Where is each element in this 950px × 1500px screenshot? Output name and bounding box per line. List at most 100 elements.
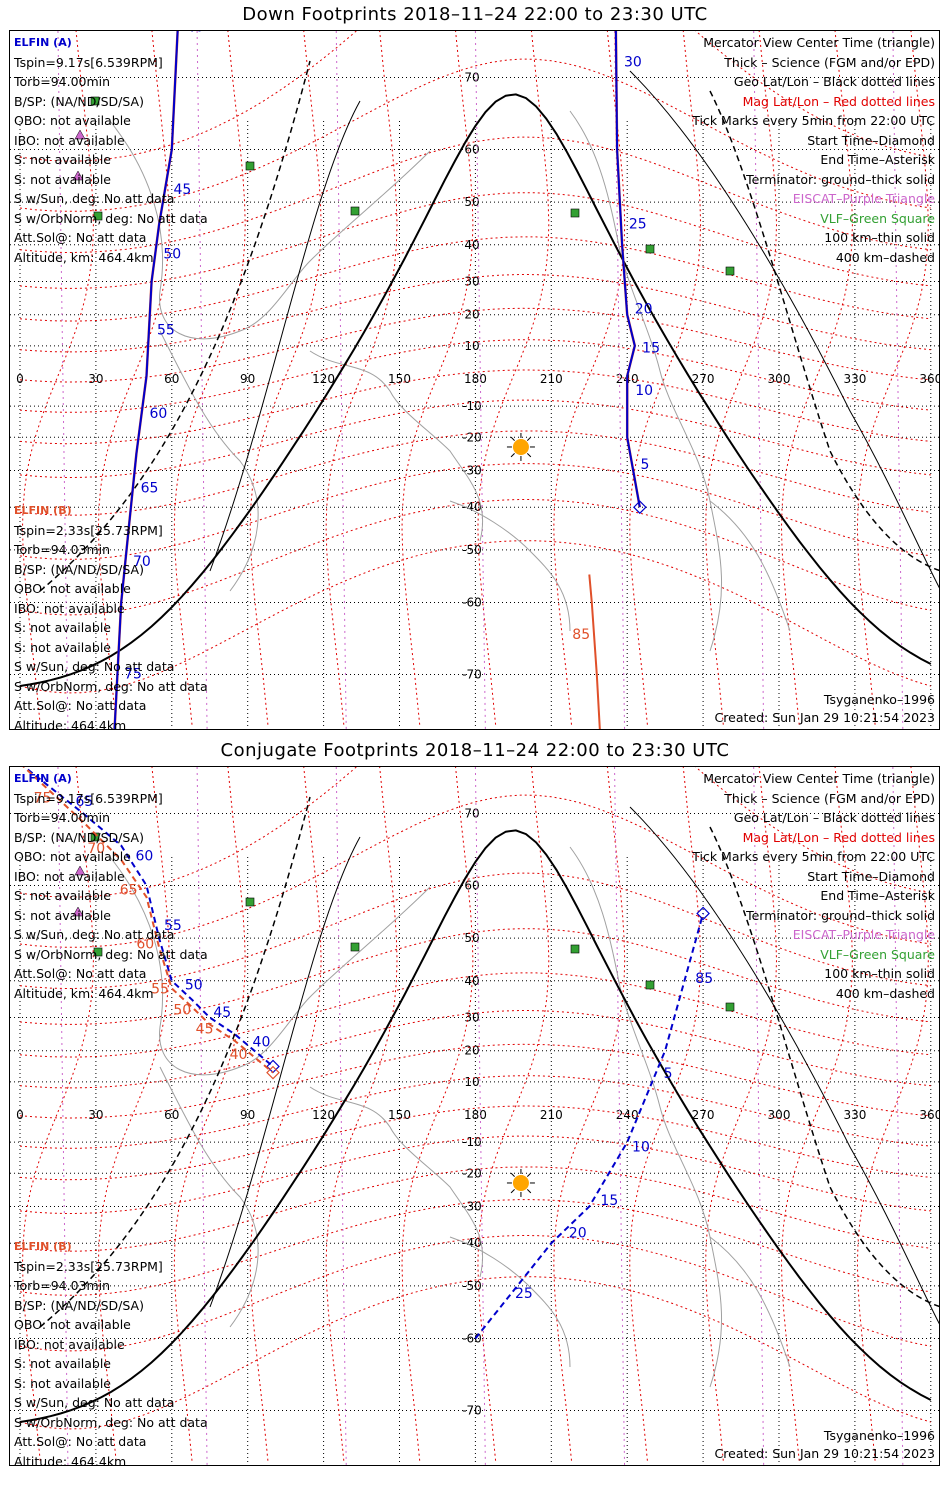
info-line: IBO: not available: [14, 600, 125, 616]
lat-tick-label: -70: [462, 1403, 482, 1417]
lon-tick-label: 270: [692, 372, 715, 386]
mag-meridian-purple: [614, 767, 626, 1465]
map-frame-down: 0 30 60 90 120 150 180 210 240 270 300 330 360 70 60 50…: [9, 30, 940, 730]
info-line: Torb=94.03min: [14, 1278, 111, 1293]
terminator-400km: [39, 796, 939, 1328]
mag-meridian-purple: [753, 31, 765, 729]
mag-parallel: [19, 1043, 931, 1119]
track-tick-label: 5: [640, 457, 649, 473]
terminator-100km: [209, 70, 939, 589]
legend-item: 400 km–dashed: [835, 249, 935, 265]
legend-item: Geo Lat/Lon – Black dotted lines: [733, 74, 935, 89]
lon-tick-label: 300: [768, 1108, 791, 1122]
elfin-a-info: ELFIN (A) Tspin=9.17s[6.539RPM] Torb=94.0…: [14, 33, 208, 267]
mag-meridian-purple: [57, 767, 69, 1465]
track-tick-label: 75: [124, 666, 142, 682]
sun-ray: [526, 1188, 532, 1194]
green-square-icon: [93, 211, 103, 221]
legend-item: 100 km–thin solid: [824, 230, 935, 245]
lon-tick-label: 360: [919, 372, 940, 386]
mag-meridian-purple: [892, 31, 904, 729]
purple-triangle-icon: [72, 170, 84, 181]
elfin-b-name: ELFIN (B): [14, 1240, 72, 1253]
legend-item: Terminator: ground–thick solid: [746, 171, 935, 187]
lon-tick-label: 60: [164, 372, 179, 386]
mag-meridian: [401, 767, 474, 1461]
info-line: Tspin=9.17s[6.539RPM]: [14, 790, 163, 806]
mag-meridian-purple: [474, 31, 486, 729]
green-square-icon: [245, 897, 255, 907]
mag-parallel: [19, 498, 931, 616]
lat-tick-label: -70: [462, 667, 482, 681]
legend-item: End Time–Asterisk: [820, 152, 935, 167]
info-line: Torb=94.00min: [14, 810, 111, 825]
lat-tick-label: -20: [462, 430, 482, 444]
sun-ray: [510, 1172, 515, 1177]
track-tick-label: 20: [635, 301, 653, 317]
legend-item: VLF–Green Square: [820, 210, 935, 226]
track-tick-label: 45: [196, 1022, 214, 1038]
mag-meridian-purple: [614, 31, 626, 729]
lat-tick-label: 10: [464, 339, 479, 353]
track-tick-label: 60: [136, 936, 154, 952]
coastline: [109, 856, 431, 1076]
info-line: S: not available: [14, 1356, 111, 1371]
map-frame-conjugate: 0 30 60 90 120 150 180 210 240 270 300 330 360 70 60 50…: [9, 766, 940, 1466]
lon-tick-label: 360: [919, 1108, 940, 1122]
track-tick-label: 85: [572, 627, 590, 643]
track-tick-label: 10: [635, 383, 653, 399]
mag-parallel: [19, 540, 931, 694]
mag-meridian-purple: [474, 767, 486, 1465]
track-tick-label: 75: [34, 791, 52, 807]
mag-parallel: [19, 307, 931, 383]
coastline: [159, 330, 259, 592]
coastline: [309, 1086, 484, 1278]
green-square-icon: [90, 96, 100, 106]
elfin-b-lines: Tspin=2.33s[25.73RPM] Torb=94.03min B/SP: …: [14, 1257, 208, 1466]
lat-tick-label: 60: [464, 142, 479, 156]
track-tick-label: 65: [120, 883, 138, 899]
track-tick-label: 55: [151, 982, 169, 998]
mag-parallel: [19, 1075, 931, 1149]
info-line: OBO: not available: [14, 1317, 131, 1332]
elfin-a-lines: Tspin=9.17s[6.539RPM] Torb=94.00min B/SP: …: [14, 53, 208, 268]
info-line: S w/Sun, deg: No att data: [14, 927, 175, 942]
panel-title-down: Down Footprints 2018–11–24 22:00 to 23:3…: [242, 4, 708, 25]
track-tick-label: 40: [253, 1035, 271, 1051]
lat-tick-label: -50: [462, 1279, 482, 1293]
track-tick-label: 15: [642, 340, 660, 356]
elfin-a-info: ELFIN (A) Tspin=9.17s[6.539RPM] Torb=94.0…: [14, 769, 208, 1003]
legend-item: Mercator View Center Time (triangle): [703, 771, 935, 786]
mag-meridian: [477, 767, 550, 1461]
terminator-100km: [209, 806, 939, 1325]
info-line: Altitude: 464.4km: [14, 717, 127, 730]
lon-tick-label: 90: [240, 372, 255, 386]
legend-item: Tick Marks every 5min from 22:00 UTC: [692, 113, 935, 128]
info-line: Tspin=2.33s[25.73RPM]: [14, 522, 163, 538]
legend-item: Geo Lat/Lon – Black dotted lines: [733, 810, 935, 825]
info-line: IBO: not available: [14, 1336, 125, 1352]
info-line: S: not available: [14, 888, 111, 903]
mag-parallel: [19, 339, 931, 413]
info-line: Att.Sol@: No att data: [14, 230, 147, 245]
track-tick-label: 45: [213, 1005, 231, 1021]
info-line: S: not available: [14, 1375, 111, 1391]
mag-parallel: [19, 1135, 931, 1215]
info-line: IBO: not available: [14, 868, 125, 884]
track-tick-label: 60: [136, 848, 154, 864]
info-line: S: not available: [14, 152, 111, 167]
legend-item: Terminator: ground–thick solid: [746, 907, 935, 923]
lon-tick-label: 150: [388, 1108, 411, 1122]
mag-meridian-purple: [196, 31, 208, 729]
sun-ray: [510, 436, 515, 441]
elfin-a-track: [23, 767, 274, 1068]
track-tick-label: 15: [600, 1193, 618, 1209]
track-tick-label: 20: [569, 1226, 587, 1242]
green-square-icon: [350, 206, 360, 216]
green-square-icon: [570, 208, 580, 218]
elfin-a-track: [474, 913, 705, 1340]
legend-item: 100 km–thin solid: [824, 966, 935, 981]
lon-tick-label: 30: [88, 372, 103, 386]
info-line: OBO: not available: [14, 113, 131, 128]
track-tick-label: 55: [157, 322, 175, 338]
